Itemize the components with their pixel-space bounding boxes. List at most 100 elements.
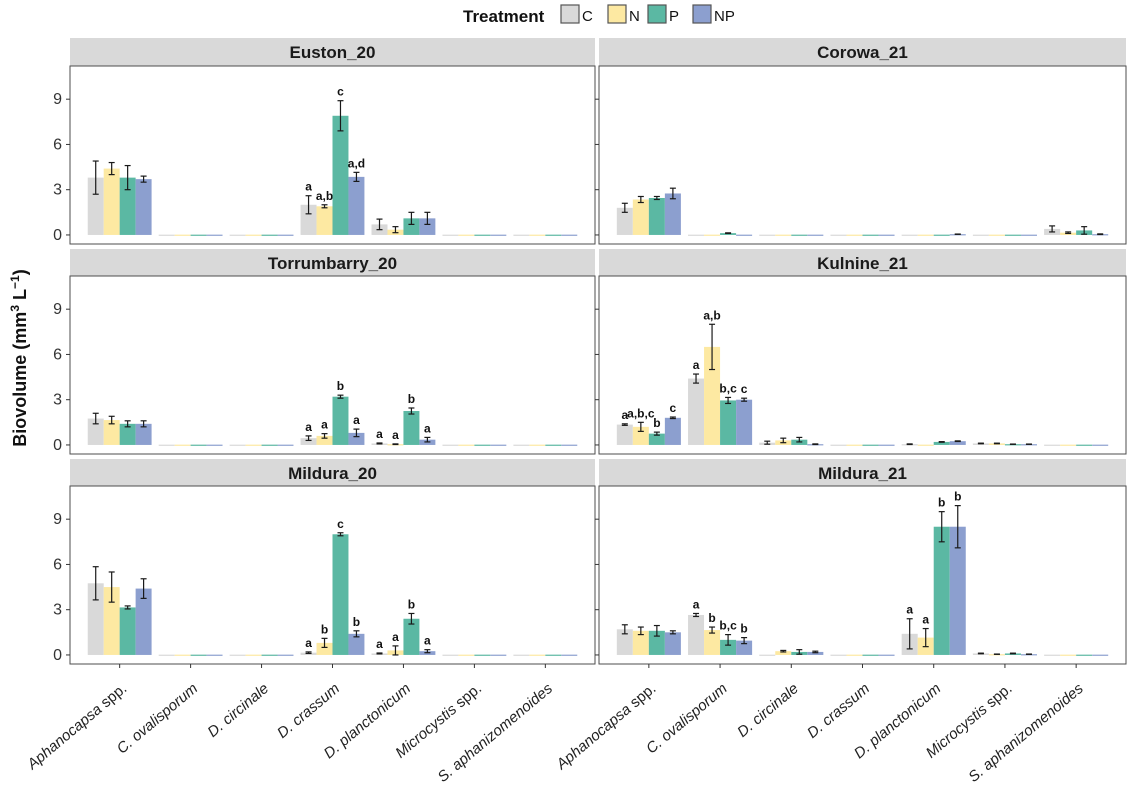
significance-label: c <box>337 517 344 531</box>
bar-c-ovalisporum-c <box>688 234 705 236</box>
bar-s-aphanizomenoides-c <box>513 444 530 446</box>
legend-swatch-n <box>607 4 627 24</box>
y-tick-label: 9 <box>53 511 62 528</box>
y-axis-title-superscript: −1 <box>8 275 22 289</box>
significance-label: a <box>621 408 628 422</box>
bar-d-circinale-p <box>261 444 278 446</box>
bar-aphanocapsa-spp-np <box>664 193 681 235</box>
bar-microcystis-spp-c <box>442 444 459 446</box>
significance-label: b <box>653 416 660 430</box>
significance-label: a <box>376 427 383 441</box>
bar-d-crassum-p <box>332 396 349 445</box>
bar-c-ovalisporum-np <box>206 234 223 236</box>
bar-s-aphanizomenoides-np <box>561 444 578 446</box>
bar-c-ovalisporum-p <box>190 654 207 656</box>
bar-d-circinale-n <box>245 444 262 446</box>
bar-d-crassum-c <box>830 654 847 656</box>
strip-label: Corowa_21 <box>817 43 908 62</box>
panel-border <box>598 65 1127 245</box>
bar-d-circinale-np <box>807 651 824 655</box>
bar-d-crassum-c <box>830 444 847 446</box>
strip-label: Euston_20 <box>290 43 376 62</box>
significance-label: b <box>954 490 961 504</box>
bar-s-aphanizomenoides-p <box>545 654 562 656</box>
legend-label-c: C <box>582 8 593 25</box>
bar-d-circinale-np <box>277 654 294 656</box>
significance-label: a <box>321 418 328 432</box>
bar-d-circinale-c <box>229 444 246 446</box>
panel-border <box>598 275 1127 455</box>
x-tick-label-d-crassum: D. crassum <box>274 680 343 742</box>
x-tick-label-d-circinale: D. circinale <box>204 680 272 741</box>
bar-c-ovalisporum-n <box>174 444 191 446</box>
bar-microcystis-spp-n <box>458 444 475 446</box>
bar-microcystis-spp-c <box>442 234 459 236</box>
bar-d-crassum-n <box>316 435 333 445</box>
significance-label: b <box>708 611 715 625</box>
legend-label-p: P <box>669 8 679 25</box>
strip-label: Mildura_20 <box>288 464 377 483</box>
significance-label: b,c <box>719 619 737 633</box>
significance-label: b,c <box>719 381 737 395</box>
bar-d-crassum-c <box>300 438 317 445</box>
bar-d-circinale-c <box>759 234 776 236</box>
bar-microcystis-spp-np <box>490 234 507 236</box>
bar-d-planctonicum-n <box>917 444 934 446</box>
bar-s-aphanizomenoides-np <box>561 234 578 236</box>
y-axis-title-superscript: 3 <box>8 305 22 312</box>
bar-s-aphanizomenoides-p <box>1076 654 1093 656</box>
bar-s-aphanizomenoides-n <box>1060 444 1077 446</box>
bar-s-aphanizomenoides-np <box>561 654 578 656</box>
bar-d-crassum-c <box>830 234 847 236</box>
bar-d-circinale-c <box>229 654 246 656</box>
x-tick-label-italic: Microcystis <box>923 701 991 762</box>
legend: Treatment C N P NP <box>463 4 735 26</box>
bar-microcystis-spp-p <box>474 444 491 446</box>
y-tick-label: 9 <box>53 91 62 108</box>
bar-microcystis-spp-n <box>458 654 475 656</box>
bar-d-circinale-c <box>759 654 776 656</box>
bar-aphanocapsa-spp-p <box>119 177 136 235</box>
y-tick-label: 0 <box>53 227 62 244</box>
bar-d-crassum-n <box>316 642 333 655</box>
x-tick-label-italic: D. circinale <box>204 680 272 741</box>
bar-d-planctonicum-n <box>917 234 934 236</box>
bar-c-ovalisporum-np <box>736 399 753 445</box>
x-tick-label-suffix: spp. <box>94 680 130 714</box>
significance-label: c <box>741 382 748 396</box>
bar-d-circinale-c <box>229 234 246 236</box>
bar-d-circinale-p <box>261 234 278 236</box>
bar-d-circinale-p <box>791 234 808 236</box>
bar-microcystis-spp-n <box>458 234 475 236</box>
x-tick-label-italic: S. aphanizomenoides <box>434 680 556 786</box>
bar-c-ovalisporum-c <box>688 614 705 655</box>
panel-border <box>598 485 1127 665</box>
bar-d-crassum-np <box>348 633 365 655</box>
bar-d-circinale-n <box>245 234 262 236</box>
strip-background <box>70 249 595 276</box>
bar-d-planctonicum-p <box>403 411 420 445</box>
legend-swatch-np <box>692 4 712 24</box>
bar-aphanocapsa-spp-c <box>87 583 104 655</box>
bar-d-crassum-p <box>862 234 879 236</box>
strip-background <box>599 249 1126 276</box>
strip-label: Mildura_21 <box>818 464 907 483</box>
bar-aphanocapsa-spp-c <box>616 629 633 655</box>
significance-label: a <box>305 180 312 194</box>
bar-c-ovalisporum-c <box>688 378 705 445</box>
bar-c-ovalisporum-n <box>704 234 721 236</box>
x-tick-label-d-crassum: D. crassum <box>804 680 873 742</box>
bar-aphanocapsa-spp-np <box>135 423 152 445</box>
y-tick-label: 6 <box>53 556 62 573</box>
bar-d-planctonicum-np <box>419 218 436 235</box>
significance-label: b <box>740 622 747 636</box>
x-tick-label-s-aphanizomenoides: S. aphanizomenoides <box>434 680 556 786</box>
bar-s-aphanizomenoides-c <box>513 654 530 656</box>
legend-title: Treatment <box>463 7 545 26</box>
significance-label: a <box>693 358 700 372</box>
bar-c-ovalisporum-p <box>720 639 737 655</box>
bar-c-ovalisporum-c <box>158 654 175 656</box>
panel-euston-20: Euston_20 0 3 6 9 a a,b c a,d <box>53 38 596 245</box>
